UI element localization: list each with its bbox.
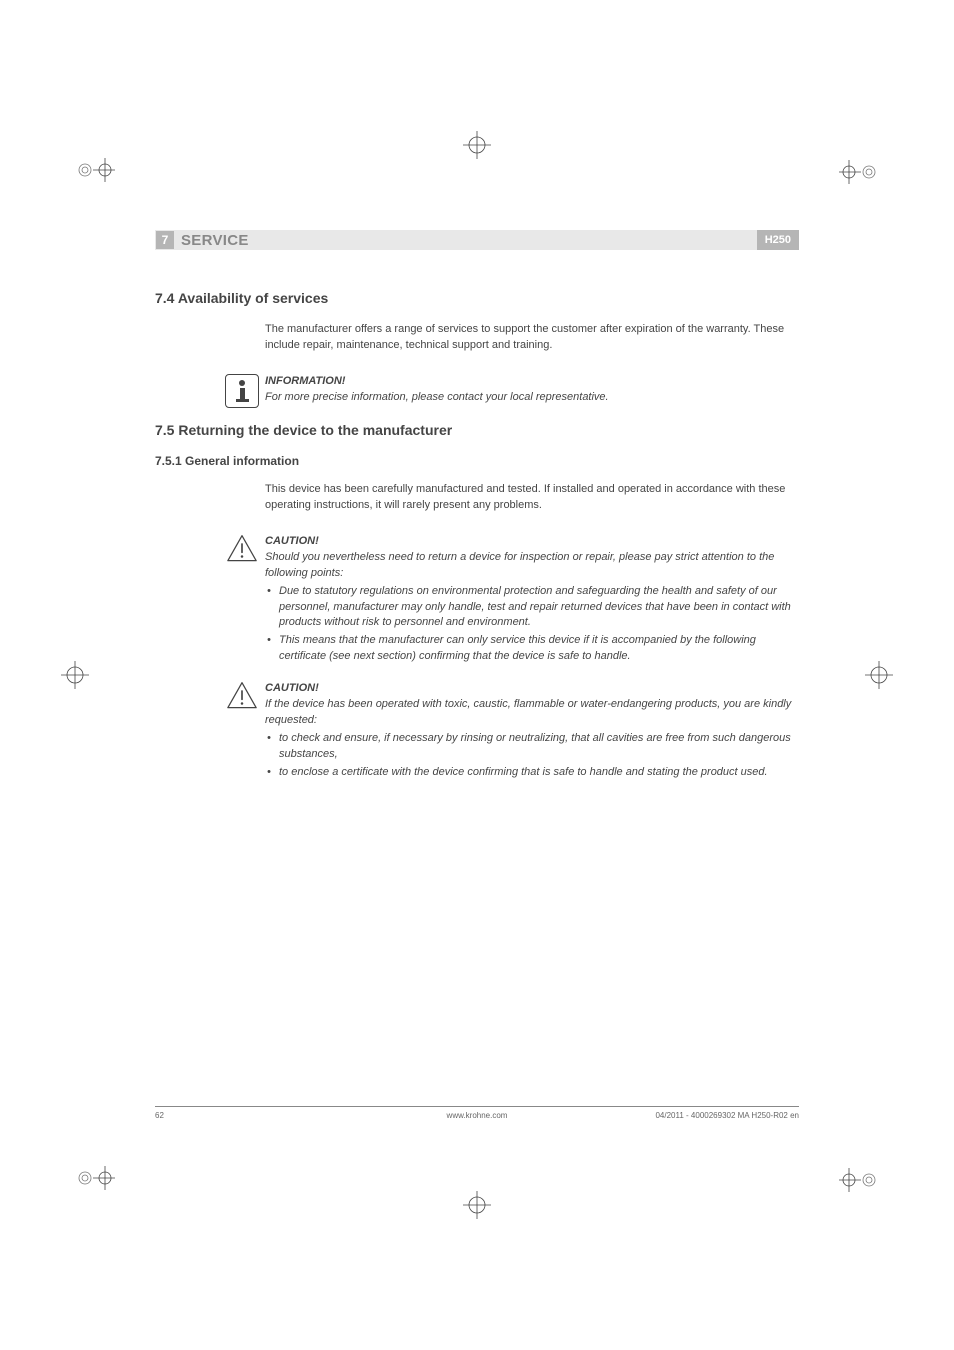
callout-title: CAUTION!	[265, 682, 319, 694]
callout-body: CAUTION! If the device has been operated…	[265, 681, 799, 783]
footer-doc-id: 04/2011 - 4000269302 MA H250-R02 en	[655, 1111, 799, 1120]
information-icon	[225, 374, 265, 408]
crop-mark	[75, 150, 115, 190]
callout-title: INFORMATION!	[265, 375, 345, 387]
list-item: to check and ensure, if necessary by rin…	[265, 731, 799, 763]
caution-icon	[225, 681, 265, 716]
list-item: This means that the manufacturer can onl…	[265, 633, 799, 665]
crop-mark	[839, 1160, 879, 1200]
section-7-5: 7.5 Returning the device to the manufact…	[155, 422, 799, 514]
callout-body: INFORMATION! For more precise informatio…	[265, 374, 799, 408]
information-callout: INFORMATION! For more precise informatio…	[225, 374, 799, 408]
footer-url: www.krohne.com	[447, 1111, 508, 1120]
callout-intro: Should you nevertheless need to return a…	[265, 550, 799, 582]
section-heading: 7.4 Availability of services	[155, 290, 799, 306]
crop-mark	[75, 1158, 115, 1198]
callout-list: Due to statutory regulations on environm…	[265, 584, 799, 666]
crop-mark	[839, 152, 879, 192]
callout-body: CAUTION! Should you nevertheless need to…	[265, 534, 799, 668]
callout-title: CAUTION!	[265, 535, 319, 547]
caution-callout-1: CAUTION! Should you nevertheless need to…	[225, 534, 799, 668]
header-bar: 7 SERVICE H250	[155, 230, 799, 250]
crop-mark	[457, 125, 497, 165]
callout-intro: If the device has been operated with tox…	[265, 697, 799, 729]
caution-icon	[225, 534, 265, 569]
list-item: Due to statutory regulations on environm…	[265, 584, 799, 632]
body-text: This device has been carefully manufactu…	[265, 482, 799, 514]
chapter-title: SERVICE	[181, 232, 249, 249]
list-item: to enclose a certificate with the device…	[265, 765, 799, 781]
page-number: 62	[155, 1111, 164, 1120]
subsection-heading: 7.5.1 General information	[155, 454, 799, 468]
header-left: 7 SERVICE	[155, 230, 249, 250]
caution-callout-2: CAUTION! If the device has been operated…	[225, 681, 799, 783]
section-7-4: 7.4 Availability of services The manufac…	[155, 290, 799, 354]
crop-mark	[55, 655, 95, 695]
crop-mark	[457, 1185, 497, 1225]
body-text: The manufacturer offers a range of servi…	[265, 322, 799, 354]
callout-text: For more precise information, please con…	[265, 390, 799, 406]
crop-mark	[859, 655, 899, 695]
page-footer: 62 www.krohne.com 04/2011 - 4000269302 M…	[155, 1106, 799, 1120]
section-heading: 7.5 Returning the device to the manufact…	[155, 422, 799, 438]
chapter-number: 7	[156, 231, 174, 249]
product-badge: H250	[757, 230, 799, 250]
page-content: 7 SERVICE H250 7.4 Availability of servi…	[155, 230, 799, 1120]
callout-list: to check and ensure, if necessary by rin…	[265, 731, 799, 781]
